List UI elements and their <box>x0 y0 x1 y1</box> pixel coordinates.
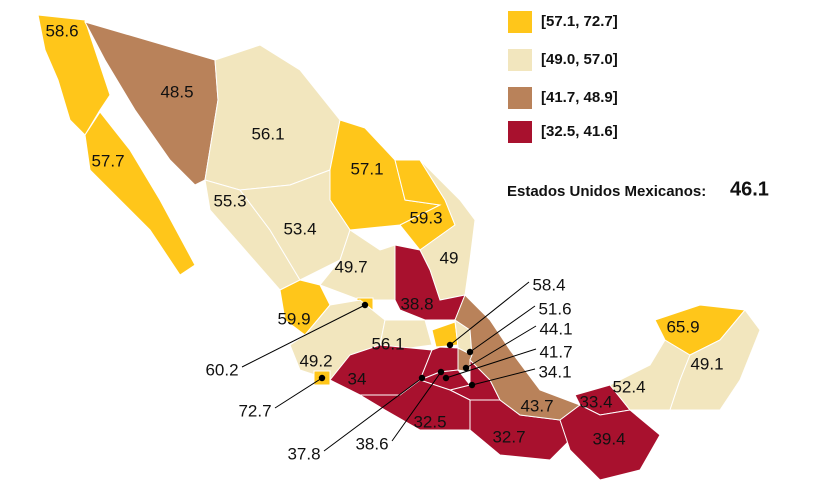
leader-dot <box>468 381 476 389</box>
region-value: 44.1 <box>539 319 572 338</box>
state <box>84 111 196 276</box>
leader-dot <box>466 348 474 356</box>
region-value: 58.6 <box>45 21 78 40</box>
legend-label: [57.1, 72.7] <box>541 13 618 30</box>
region-value: 41.7 <box>539 342 572 361</box>
region-value: 49.7 <box>334 257 367 276</box>
region-value: 58.4 <box>532 275 565 294</box>
leader-line <box>449 281 530 346</box>
region-value: 55.3 <box>213 191 246 210</box>
state <box>454 294 582 421</box>
region-value: 39.4 <box>592 429 625 448</box>
legend-swatch <box>508 49 532 71</box>
legend: [57.1, 72.7] [49.0, 57.0] [41.7, 48.9] [32.… <box>508 11 618 143</box>
leader-line <box>323 377 423 452</box>
leader-dot <box>437 368 445 376</box>
leader-dot <box>361 301 369 309</box>
national-value: 46.1 <box>730 178 769 200</box>
region-value: 56.1 <box>251 124 284 143</box>
region-value: 59.3 <box>409 208 442 227</box>
national-label: Estados Unidos Mexicanos: <box>507 183 706 200</box>
region-value: 38.6 <box>355 434 388 453</box>
legend-label: [32.5, 41.6] <box>541 123 618 140</box>
labels: 58.6 48.5 56.1 57.7 57.1 55.3 59.3 53.4 49.7 49 38… <box>45 21 723 463</box>
region-value: 60.2 <box>205 360 238 379</box>
region-value: 37.8 <box>287 444 320 463</box>
state <box>204 44 341 191</box>
region-value: 57.7 <box>91 151 124 170</box>
state <box>37 14 111 136</box>
leader-line <box>445 348 537 379</box>
leader-dot <box>418 374 426 382</box>
region-value: 33.4 <box>579 392 612 411</box>
state <box>431 321 459 348</box>
state <box>379 319 433 351</box>
region-value: 49.1 <box>690 354 723 373</box>
legend-label: [41.7, 48.9] <box>541 89 618 106</box>
leader-dot <box>318 374 326 382</box>
region-value: 51.6 <box>538 299 571 318</box>
leader-dot <box>462 364 470 372</box>
region-value: 48.5 <box>160 82 193 101</box>
leader-line <box>465 325 537 369</box>
region-value: 53.4 <box>283 219 316 238</box>
region-value: 43.7 <box>520 396 553 415</box>
region-value: 49.2 <box>299 351 332 370</box>
leader-dot <box>442 374 450 382</box>
region-value: 72.7 <box>238 401 271 420</box>
region-value: 57.1 <box>350 159 383 178</box>
leader-line <box>241 304 366 368</box>
state <box>559 404 661 481</box>
legend-label: [49.0, 57.0] <box>541 51 618 68</box>
region-value: 52.4 <box>612 377 645 396</box>
region-value: 49 <box>440 248 459 267</box>
region-value: 34 <box>348 369 367 388</box>
leader-line <box>274 377 323 409</box>
region-value: 65.9 <box>666 317 699 336</box>
region-value: 32.5 <box>413 412 446 431</box>
state <box>669 309 761 411</box>
region-value: 32.7 <box>492 427 525 446</box>
legend-swatch <box>508 121 532 143</box>
leader-line <box>471 368 536 386</box>
region-value: 59.9 <box>277 309 310 328</box>
legend-swatch <box>508 87 532 109</box>
region-value: 56.1 <box>371 334 404 353</box>
leader-dot <box>446 341 454 349</box>
legend-swatch <box>508 11 532 33</box>
leader-line <box>391 371 442 442</box>
leaders <box>241 281 537 452</box>
leader-line <box>469 305 536 353</box>
states <box>37 14 761 481</box>
region-value: 38.8 <box>400 294 433 313</box>
region-value: 34.1 <box>538 362 571 381</box>
